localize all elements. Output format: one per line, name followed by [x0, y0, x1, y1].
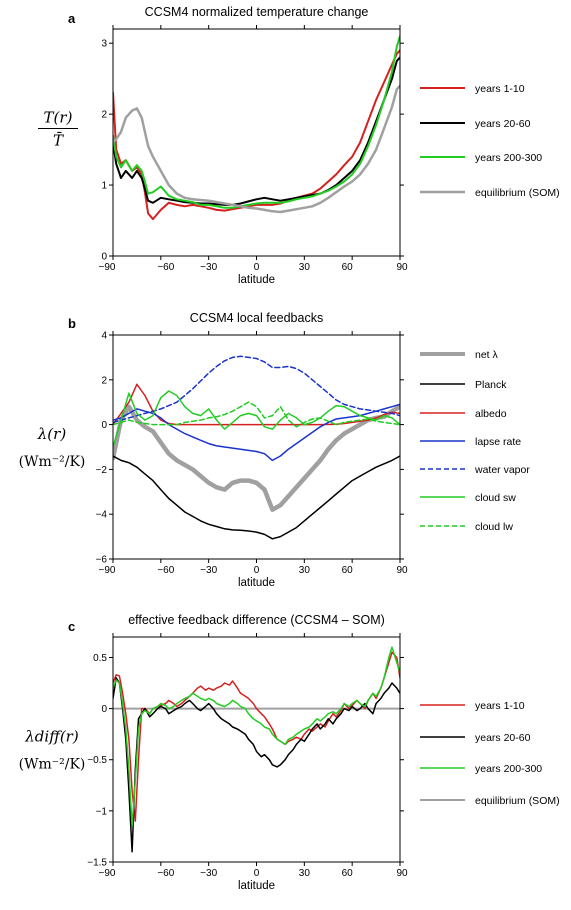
- legend-label: years 200-300: [475, 152, 542, 164]
- y-tick-label: 0: [101, 252, 107, 263]
- x-tick-label: 0: [254, 565, 260, 576]
- x-tick-label: 30: [299, 262, 311, 273]
- legend-label: years 20-60: [475, 118, 531, 130]
- y-tick-label: −1: [96, 806, 108, 817]
- panel-letter: a: [68, 11, 76, 26]
- x-axis-label: latitude: [238, 880, 275, 892]
- y-axis-label: λ(r): [37, 425, 67, 443]
- x-tick-label: −60: [157, 868, 174, 879]
- y-tick-label: 0: [101, 420, 107, 431]
- x-tick-label: 90: [396, 262, 408, 273]
- series-line-water-vapor: [113, 355, 400, 424]
- panel-letter: b: [68, 316, 76, 331]
- legend-label: net λ: [475, 349, 499, 361]
- plot-area: [113, 646, 400, 853]
- y-tick-label: −6: [96, 555, 108, 566]
- series-line-cloud-sw: [113, 390, 400, 448]
- legend-label: equilibrium (SOM): [475, 795, 560, 807]
- x-tick-label: 60: [342, 868, 354, 879]
- series-line-cloud-lw: [113, 401, 400, 428]
- legend-label: lapse rate: [475, 436, 521, 448]
- series-line-years-1-10: [113, 49, 400, 221]
- x-tick-label: 90: [396, 565, 408, 576]
- legend: years 1-10 years 20-60 years 200-300 equili…: [420, 700, 560, 807]
- y-tick-label: 3: [101, 39, 107, 50]
- legend-label: years 1-10: [475, 83, 525, 95]
- y-axis-label-denominator: T̄: [53, 132, 64, 150]
- series-line-planck: [113, 455, 400, 540]
- x-tick-label: 0: [254, 262, 260, 273]
- legend-label: years 200-300: [475, 763, 542, 775]
- plot-area: [113, 35, 400, 221]
- x-tick-label: 60: [342, 262, 354, 273]
- series-line-years-20-60: [113, 677, 400, 853]
- x-tick-label: 60: [342, 565, 354, 576]
- chart-title: CCSM4 local feedbacks: [190, 311, 323, 325]
- x-tick-label: −30: [200, 565, 217, 576]
- x-axis-label: latitude: [238, 274, 275, 286]
- y-tick-label: −4: [96, 510, 108, 521]
- x-tick-label: 90: [396, 868, 408, 879]
- axes-frame: [112, 636, 401, 863]
- legend-label: cloud lw: [475, 521, 513, 533]
- x-tick-label: −60: [157, 262, 174, 273]
- x-tick-label: 0: [254, 868, 260, 879]
- x-tick-label: −90: [99, 565, 116, 576]
- series-line-net-: [113, 404, 400, 512]
- chart-title: effective feedback difference (CCSM4 – S…: [128, 613, 385, 627]
- chart-panel-b: b CCSM4 local feedbacks−90 −60 −30 0 30 60 90la…: [19, 311, 531, 589]
- y-tick-label: 0: [101, 704, 107, 715]
- y-tick-label: −1.5: [87, 858, 107, 869]
- x-tick-label: −60: [157, 565, 174, 576]
- y-tick-label: −0.5: [87, 755, 107, 766]
- series-line-lapse-rate: [113, 403, 400, 462]
- legend: net λ Planck albedo lapse rate water vapor cl…: [420, 349, 530, 533]
- legend-label: albedo: [475, 408, 507, 420]
- x-axis-label: latitude: [238, 577, 275, 589]
- series-line-equilibrium-som-: [113, 84, 400, 214]
- series-line-years-20-60: [113, 56, 400, 206]
- x-tick-label: −30: [200, 262, 217, 273]
- plot-area: [113, 355, 400, 540]
- legend-label: years 1-10: [475, 700, 525, 712]
- y-tick-label: 2: [101, 375, 107, 386]
- x-tick-label: −30: [200, 868, 217, 879]
- legend-label: water vapor: [474, 464, 530, 476]
- y-tick-label: −2: [96, 465, 108, 476]
- series-line-years-200-300: [113, 646, 400, 827]
- y-tick-label: 0.5: [93, 653, 107, 664]
- y-tick-label: 2: [101, 110, 107, 121]
- y-axis-units: (Wm⁻²/K): [19, 757, 86, 773]
- y-tick-label: 4: [101, 331, 107, 342]
- legend-label: equilibrium (SOM): [475, 187, 560, 199]
- legend: years 1-10 years 20-60 years 200-300 equili…: [420, 83, 560, 199]
- x-tick-label: 30: [299, 868, 311, 879]
- series-line-albedo: [113, 383, 400, 426]
- legend-label: cloud sw: [475, 492, 516, 504]
- x-tick-label: −90: [99, 262, 116, 273]
- y-axis-label-numerator: T(r): [44, 109, 73, 127]
- axes-frame: [112, 28, 401, 257]
- chart-panel-a: a CCSM4 normalized temperature change −90 −…: [38, 5, 560, 286]
- legend-label: Planck: [475, 379, 507, 391]
- chart-title: CCSM4 normalized temperature change: [145, 5, 369, 19]
- legend-label: years 20-60: [475, 732, 531, 744]
- x-tick-label: 30: [299, 565, 311, 576]
- axes-frame: [112, 334, 401, 560]
- series-line-years-1-10: [113, 651, 400, 822]
- panel-letter: c: [68, 619, 75, 634]
- y-tick-label: 1: [101, 181, 107, 192]
- series-line-years-200-300: [113, 35, 400, 209]
- y-axis-units: (Wm⁻²/K): [19, 454, 86, 470]
- chart-panel-c: c effective feedback difference (CCSM4 – …: [19, 613, 560, 892]
- y-axis-label: λdiff(r): [24, 728, 79, 746]
- x-tick-label: −90: [99, 868, 116, 879]
